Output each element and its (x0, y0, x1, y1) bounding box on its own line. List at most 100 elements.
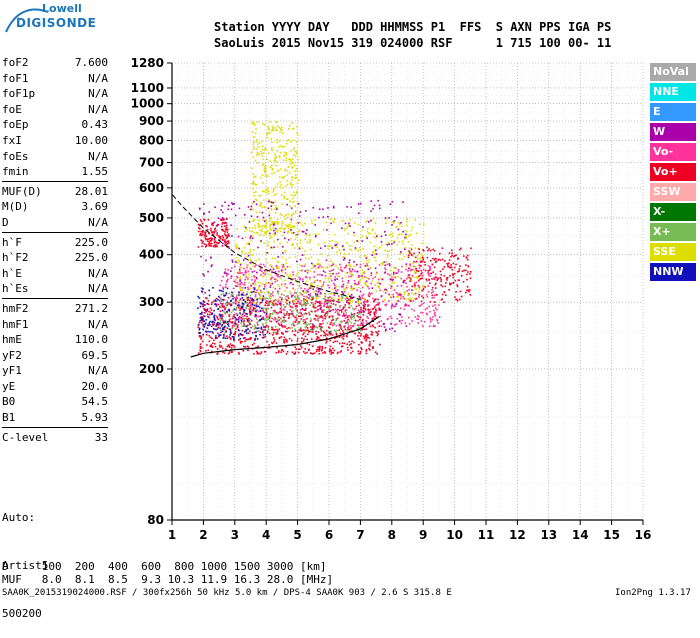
data-point (332, 299, 335, 301)
data-point (221, 318, 224, 320)
data-point (412, 255, 415, 257)
data-point (429, 272, 431, 275)
data-point (339, 332, 342, 335)
data-point (223, 299, 226, 301)
data-point (247, 305, 249, 308)
data-point (394, 330, 396, 333)
data-point (239, 275, 242, 278)
param-value: N/A (88, 364, 108, 378)
data-point (367, 261, 370, 263)
data-point (278, 287, 281, 290)
data-point (466, 289, 468, 292)
data-point (379, 277, 382, 280)
data-point (206, 225, 208, 228)
data-point (327, 331, 330, 333)
data-point (236, 301, 239, 303)
data-point (400, 221, 402, 224)
data-point (330, 265, 333, 267)
data-point (353, 284, 356, 286)
data-point (345, 286, 348, 289)
data-point (443, 301, 445, 304)
data-point (319, 328, 322, 330)
data-point (261, 190, 264, 193)
data-point (422, 286, 425, 289)
data-point (234, 322, 236, 325)
data-point (237, 271, 240, 273)
data-point (261, 331, 264, 334)
data-point (223, 222, 226, 225)
data-point (334, 340, 336, 343)
data-point (269, 237, 271, 239)
data-point (267, 273, 269, 275)
data-point (305, 307, 307, 310)
data-point (249, 235, 252, 238)
data-point (310, 352, 313, 355)
data-point (348, 222, 350, 225)
data-point (388, 250, 390, 252)
data-point (434, 276, 437, 278)
data-point (354, 332, 356, 335)
data-point (357, 281, 360, 283)
param-row: MUF(D) 28.01 (2, 184, 108, 200)
legend-item: X+ (650, 223, 696, 241)
data-point (392, 296, 395, 298)
data-point (390, 273, 393, 276)
data-point (350, 313, 353, 316)
data-point (222, 337, 225, 339)
data-point (235, 317, 237, 320)
data-point (204, 234, 207, 236)
data-point (285, 224, 287, 226)
data-point (219, 321, 222, 324)
data-point (223, 333, 225, 336)
data-point (325, 337, 328, 339)
data-point (235, 302, 237, 305)
data-point (309, 278, 311, 280)
data-point (285, 295, 288, 298)
data-point (338, 336, 341, 338)
data-point (452, 273, 454, 275)
data-point (465, 291, 467, 294)
data-point (240, 293, 243, 296)
data-point (272, 227, 275, 229)
data-point (405, 304, 408, 307)
data-point (205, 349, 207, 352)
data-point (248, 230, 251, 232)
data-point (214, 319, 217, 322)
param-name: h`F (2, 235, 22, 249)
data-point (448, 266, 451, 269)
data-point (422, 233, 425, 236)
data-point (279, 311, 281, 313)
data-point (213, 241, 216, 244)
data-point (365, 257, 368, 259)
data-point (274, 222, 276, 225)
data-point (414, 292, 417, 295)
data-point (364, 282, 366, 284)
data-point (238, 301, 240, 304)
data-point (318, 348, 321, 351)
param-name: h`F2 (2, 251, 29, 265)
data-point (443, 260, 446, 262)
data-point (391, 235, 394, 238)
data-point (332, 315, 334, 318)
data-point (349, 248, 351, 251)
data-point (425, 293, 428, 296)
data-point (415, 260, 418, 263)
data-point (285, 330, 288, 333)
data-point (376, 334, 379, 337)
data-point (400, 233, 403, 235)
data-point (338, 342, 341, 345)
data-point (237, 334, 240, 337)
param-row: h`Es N/A (2, 281, 108, 297)
y-tick-label: 600 (139, 181, 164, 195)
data-point (396, 317, 399, 320)
data-point (224, 239, 226, 241)
data-point (217, 321, 219, 324)
data-point (418, 294, 421, 296)
data-point (300, 293, 303, 295)
data-point (256, 298, 259, 301)
data-point (355, 263, 358, 266)
data-point (233, 308, 235, 310)
data-point (259, 295, 262, 298)
param-row: yE 20.0 (2, 379, 108, 395)
data-point (333, 294, 336, 297)
